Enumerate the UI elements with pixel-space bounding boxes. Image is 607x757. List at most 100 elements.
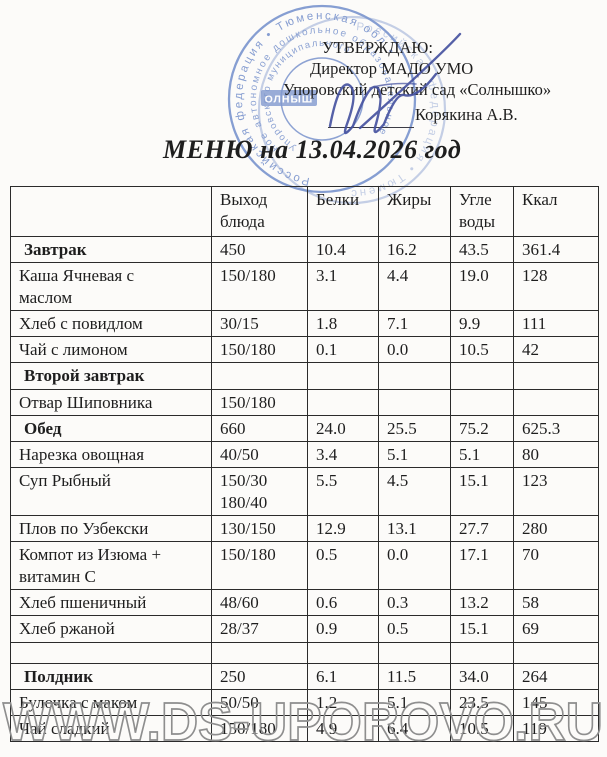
- value-cell: 30/15: [211, 310, 308, 338]
- value-cell: 361.4: [513, 235, 599, 264]
- value-cell: [513, 388, 599, 416]
- value-cell: 4.9: [307, 714, 379, 742]
- dish-row: Чай с лимоном 150/180 0.1 0.0 10.5 42: [10, 336, 599, 364]
- value-cell: 75.2: [450, 414, 514, 442]
- value-cell: [450, 388, 514, 416]
- value-cell: [513, 641, 599, 664]
- value-cell: 58: [513, 589, 599, 617]
- value-cell: 4.4: [378, 262, 451, 312]
- col-header-proteins: Белки: [307, 186, 379, 237]
- dish-name-cell: [10, 641, 212, 664]
- value-cell: 264: [513, 662, 599, 690]
- value-cell: 0.0: [378, 541, 451, 591]
- dish-row: Нарезка овощная 40/50 3.4 5.1 5.1 80: [10, 440, 599, 468]
- value-cell: 13.2: [450, 589, 514, 617]
- value-cell: 6.1: [307, 662, 379, 690]
- dish-row: Чай сладкий 150/180 4.9 6.4 10.5 119: [10, 714, 599, 742]
- signature-underline: [328, 127, 414, 128]
- value-cell: 12.9: [307, 515, 379, 543]
- value-cell: 1.8: [307, 310, 379, 338]
- col-header-dish: [10, 186, 212, 237]
- value-cell: 150/30 180/40: [211, 466, 308, 517]
- section-row: Обед 660 24.0 25.5 75.2 625.3: [10, 414, 599, 442]
- menu-table: Выход блюда Белки Жиры Угле воды Ккал За…: [10, 186, 599, 742]
- value-cell: 119: [513, 714, 599, 742]
- stamp-center-text: ОЛНЫШ: [265, 94, 314, 106]
- dish-name-cell: Нарезка овощная: [10, 440, 212, 468]
- watermark: WWW.DS-UPOROVO.RU: [2, 691, 604, 753]
- value-cell: 48/60: [211, 589, 308, 617]
- value-cell: 0.3: [378, 589, 451, 617]
- dish-name-cell: Отвар Шиповника: [10, 388, 212, 416]
- value-cell: 250: [211, 662, 308, 690]
- stamp-center-band: [261, 90, 317, 106]
- dish-name-cell: Плов по Узбекски: [10, 515, 212, 543]
- value-cell: 3.4: [307, 440, 379, 468]
- value-cell: 5.1: [450, 440, 514, 468]
- value-cell: 150/180: [211, 388, 308, 416]
- value-cell: [211, 362, 308, 390]
- value-cell: 80: [513, 440, 599, 468]
- value-cell: 123: [513, 466, 599, 517]
- value-cell: 625.3: [513, 414, 599, 442]
- value-cell: 150/180: [211, 714, 308, 742]
- value-cell: [307, 362, 379, 390]
- value-cell: 10.5: [450, 714, 514, 742]
- dish-name-cell: Обед: [10, 414, 212, 442]
- menu-table-body: Завтрак 450 10.4 16.2 43.5 361.4 Каша Ячневая …: [10, 235, 599, 742]
- spacer-row: [10, 641, 599, 664]
- value-cell: 0.0: [378, 336, 451, 364]
- signer-name: Корякина А.В.: [415, 105, 518, 124]
- value-cell: 15.1: [450, 466, 514, 517]
- value-cell: 27.7: [450, 515, 514, 543]
- value-cell: 0.5: [378, 615, 451, 643]
- value-cell: 150/180: [211, 541, 308, 591]
- value-cell: 3.1: [307, 262, 379, 312]
- value-cell: [450, 362, 514, 390]
- value-cell: 42: [513, 336, 599, 364]
- col-header-kcal: Ккал: [513, 186, 599, 237]
- value-cell: 23.5: [450, 688, 514, 716]
- value-cell: [513, 362, 599, 390]
- dish-row: Каша Ячневая с маслом 150/180 3.1 4.4 19.0 12…: [10, 262, 599, 312]
- dish-name-cell: Завтрак: [10, 235, 212, 264]
- dish-name-cell: Чай сладкий: [10, 714, 212, 742]
- value-cell: 28/37: [211, 615, 308, 643]
- value-cell: 145: [513, 688, 599, 716]
- value-cell: 19.0: [450, 262, 514, 312]
- value-cell: 70: [513, 541, 599, 591]
- value-cell: 16.2: [378, 235, 451, 264]
- value-cell: 11.5: [378, 662, 451, 690]
- value-cell: [307, 641, 379, 664]
- value-cell: 5.5: [307, 466, 379, 517]
- value-cell: 0.1: [307, 336, 379, 364]
- dish-row: Компот из Изюма + витамин С 150/180 0.5 0.0…: [10, 541, 599, 591]
- dish-name-cell: Полдник: [10, 662, 212, 690]
- dish-row: Хлеб с повидлом 30/15 1.8 7.1 9.9 111: [10, 310, 599, 338]
- dish-name-cell: Хлеб ржаной: [10, 615, 212, 643]
- value-cell: 25.5: [378, 414, 451, 442]
- dish-row: Плов по Узбекски 130/150 12.9 13.1 27.7 280: [10, 515, 599, 543]
- approval-line-1: УТВЕРЖДАЮ:: [322, 38, 433, 57]
- dish-name-cell: Булочка с маком: [10, 688, 212, 716]
- value-cell: 40/50: [211, 440, 308, 468]
- value-cell: 5.1: [378, 440, 451, 468]
- value-cell: 130/150: [211, 515, 308, 543]
- value-cell: [378, 388, 451, 416]
- section-row: Полдник 250 6.1 11.5 34.0 264: [10, 662, 599, 690]
- col-header-carbs: Угле воды: [450, 186, 514, 237]
- value-cell: 6.4: [378, 714, 451, 742]
- value-cell: 43.5: [450, 235, 514, 264]
- value-cell: 69: [513, 615, 599, 643]
- value-cell: 280: [513, 515, 599, 543]
- value-cell: 10.5: [450, 336, 514, 364]
- dish-name-cell: Чай с лимоном: [10, 336, 212, 364]
- col-header-portion: Выход блюда: [211, 186, 308, 237]
- dish-row: Суп Рыбный 150/30 180/40 5.5 4.5 15.1 123: [10, 466, 599, 517]
- dish-name-cell: Хлеб пшеничный: [10, 589, 212, 617]
- value-cell: [378, 362, 451, 390]
- value-cell: 150/180: [211, 336, 308, 364]
- value-cell: [211, 641, 308, 664]
- value-cell: 17.1: [450, 541, 514, 591]
